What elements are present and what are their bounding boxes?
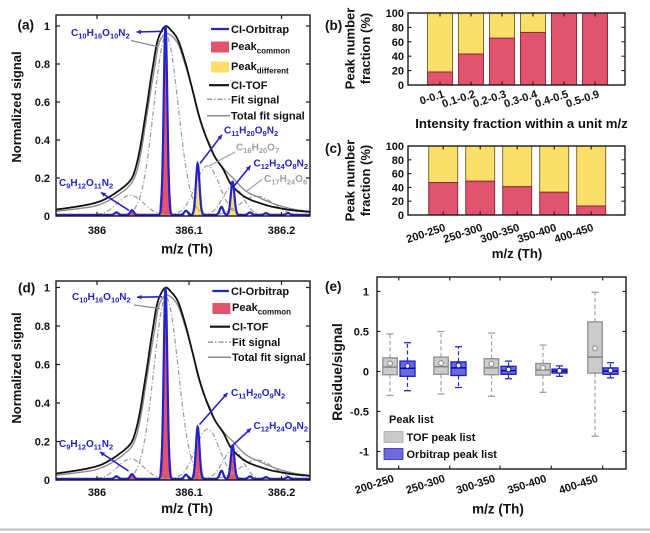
- svg-text:C16​H20​O7​: C16​H20​O7​: [236, 143, 279, 156]
- svg-text:-1: -1: [359, 447, 369, 459]
- svg-text:40: 40: [392, 182, 404, 194]
- svg-text:-0.5: -0.5: [350, 407, 369, 419]
- svg-text:Peak number: Peak number: [343, 140, 358, 222]
- svg-text:0: 0: [363, 367, 369, 379]
- svg-text:Intensity fraction within a un: Intensity fraction within a unit m/z: [415, 116, 628, 131]
- svg-text:Total fit signal: Total fit signal: [231, 111, 305, 123]
- svg-text:0.6: 0.6: [35, 97, 50, 109]
- svg-text:Total fit signal: Total fit signal: [232, 352, 306, 364]
- svg-text:m/z (Th): m/z (Th): [161, 242, 213, 257]
- svg-text:fraction (%): fraction (%): [358, 145, 373, 217]
- svg-text:80: 80: [392, 155, 404, 167]
- svg-text:C11​H20​O9​N2​: C11​H20​O9​N2​: [231, 388, 285, 401]
- svg-text:386: 386: [88, 487, 106, 499]
- svg-text:C10​H16​O10​N2​: C10​H16​O10​N2​: [71, 28, 130, 41]
- svg-text:0: 0: [398, 210, 404, 222]
- svg-text:C10​H16​O10​N2​: C10​H16​O10​N2​: [72, 292, 131, 305]
- svg-text:(e): (e): [325, 279, 342, 294]
- svg-text:CI-TOF: CI-TOF: [231, 80, 268, 92]
- svg-text:m/z (Th): m/z (Th): [161, 501, 213, 516]
- svg-text:(b): (b): [325, 18, 342, 33]
- svg-text:386.2: 386.2: [268, 487, 296, 499]
- svg-text:C9​H12​O11​N2​: C9​H12​O11​N2​: [59, 178, 113, 191]
- svg-text:1: 1: [44, 21, 50, 33]
- svg-text:fraction (%): fraction (%): [358, 13, 373, 85]
- svg-text:0.4: 0.4: [35, 135, 51, 147]
- svg-text:C11​H20​O9​N2​: C11​H20​O9​N2​: [224, 126, 278, 139]
- svg-text:386.2: 386.2: [268, 225, 296, 237]
- svg-text:40: 40: [392, 51, 404, 63]
- svg-text:Normalized signal: Normalized signal: [9, 312, 24, 423]
- svg-text:TOF peak list: TOF peak list: [407, 432, 476, 444]
- svg-text:0.8: 0.8: [35, 321, 50, 333]
- svg-text:Fit signal: Fit signal: [231, 94, 279, 106]
- svg-text:0: 0: [398, 80, 404, 92]
- svg-text:386.1: 386.1: [175, 225, 203, 237]
- svg-text:CI-Orbitrap: CI-Orbitrap: [231, 24, 289, 36]
- svg-text:0.2: 0.2: [35, 437, 50, 449]
- svg-text:C12​H24​O8​N2​: C12​H24​O8​N2​: [254, 159, 309, 172]
- svg-text:0: 0: [44, 475, 50, 487]
- svg-text:60: 60: [392, 37, 404, 49]
- svg-text:Fit signal: Fit signal: [232, 337, 280, 349]
- svg-text:(d): (d): [18, 281, 35, 296]
- svg-text:Residue/signal: Residue/signal: [330, 323, 345, 420]
- svg-text:0.4: 0.4: [35, 398, 51, 410]
- svg-text:20: 20: [392, 196, 404, 208]
- svg-text:60: 60: [392, 169, 404, 181]
- svg-text:0.6: 0.6: [35, 360, 50, 372]
- svg-text:20: 20: [392, 66, 404, 78]
- svg-text:(a): (a): [18, 18, 35, 33]
- svg-text:0.5: 0.5: [354, 327, 369, 339]
- svg-text:80: 80: [392, 22, 404, 34]
- svg-text:C17​H24​O6​: C17​H24​O6​: [264, 174, 307, 187]
- svg-text:100: 100: [386, 8, 404, 20]
- svg-text:Peak list: Peak list: [389, 414, 434, 426]
- svg-text:C12​H24​O8​N2​: C12​H24​O8​N2​: [254, 421, 309, 434]
- svg-text:0.2: 0.2: [35, 173, 50, 185]
- svg-text:C9​H12​O11​N2​: C9​H12​O11​N2​: [59, 439, 113, 452]
- svg-text:1: 1: [44, 283, 50, 295]
- svg-text:m/z (Th): m/z (Th): [472, 502, 524, 517]
- svg-text:1: 1: [363, 287, 369, 299]
- svg-text:386.1: 386.1: [175, 487, 203, 499]
- svg-text:Peak number: Peak number: [343, 8, 358, 90]
- svg-text:CI-TOF: CI-TOF: [232, 322, 269, 334]
- svg-text:386: 386: [88, 225, 106, 237]
- svg-text:m/z (Th): m/z (Th): [492, 246, 543, 261]
- svg-text:Normalized signal: Normalized signal: [9, 51, 24, 162]
- svg-text:0: 0: [44, 211, 50, 223]
- svg-text:Orbitrap peak list: Orbitrap peak list: [407, 449, 498, 461]
- svg-text:(c): (c): [325, 141, 342, 156]
- svg-text:0.8: 0.8: [35, 59, 50, 71]
- svg-text:100: 100: [386, 141, 404, 153]
- svg-text:CI-Orbitrap: CI-Orbitrap: [231, 286, 289, 298]
